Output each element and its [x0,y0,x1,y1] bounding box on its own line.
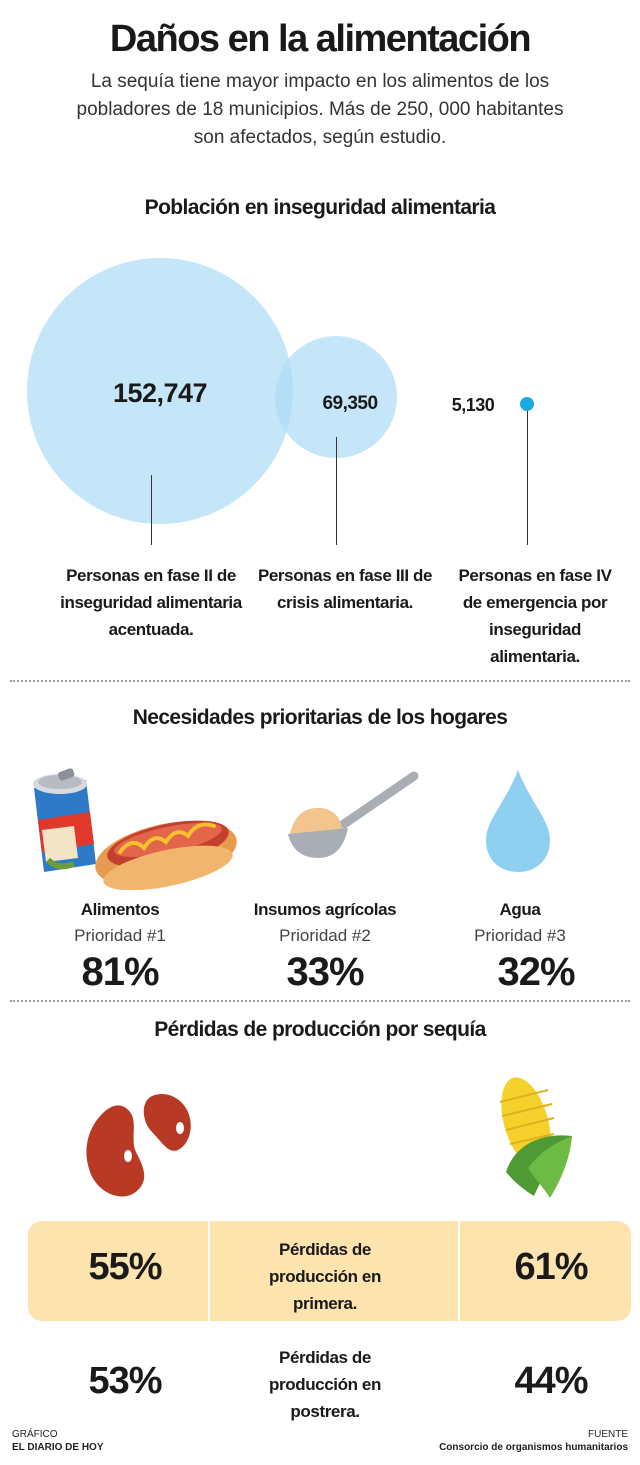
phase-2-value: 152,747 [112,378,208,408]
phase-2-leader-line [151,475,152,545]
page-title: Daños en la alimentación [109,18,532,60]
scoop-icon [288,771,419,858]
section-divider [10,1000,630,1002]
phase-3-label: Personas en fase III de crisis alimentar… [257,566,433,612]
phase-4-dot [520,397,534,411]
population-section-title: Población en inseguridad alimentaria [144,196,496,219]
soda-and-hotdog-icon [33,768,237,890]
water-drop-icon [486,770,550,872]
corn-icon [499,1077,572,1198]
primera-corn-percent: 61% [514,1246,588,1288]
credit-name: EL DIARIO DE HOY [12,1442,104,1453]
phase-2-label: Personas en fase II de inseguridad alime… [60,566,242,639]
need-name-food: Alimentos [80,900,160,919]
need-name-agricultural-inputs: Insumos agrícolas [253,900,397,919]
primera-beans-percent: 55% [88,1246,162,1288]
source-caption: FUENTE [588,1429,628,1440]
postrera-label: Pérdidas de producción en postrera. [269,1348,381,1421]
phase-4-label: Personas en fase IV de emergencia por in… [458,566,612,666]
need-name-water: Agua [499,900,541,919]
need-percent-water: 32% [497,950,575,994]
band-separator [208,1221,210,1321]
need-priority-water: Prioridad #3 [474,926,566,945]
credit-caption: GRÁFICO [12,1429,58,1440]
need-percent-agricultural-inputs: 33% [286,950,364,994]
need-priority-agricultural-inputs: Prioridad #2 [279,926,371,945]
primera-highlight-band [28,1221,631,1321]
need-percent-food: 81% [81,950,159,994]
page-subtitle: La sequía tiene mayor impacto en los ali… [76,71,564,148]
postrera-corn-percent: 44% [514,1360,588,1402]
phase-4-leader-line [527,411,528,545]
need-priority-food: Prioridad #1 [74,926,166,945]
primera-label: Pérdidas de producción en primera. [269,1240,381,1313]
phase-2-circle [27,258,293,524]
needs-section-title: Necesidades prioritarias de los hogares [132,706,508,729]
source-name: Consorcio de organismos humanitarios [439,1442,628,1453]
losses-section-title: Pérdidas de producción por sequía [154,1018,486,1041]
phase-3-leader-line [336,437,337,545]
phase-4-value: 5,130 [451,395,495,415]
band-separator [458,1221,460,1321]
beans-icon [86,1093,191,1197]
phase-3-value: 69,350 [322,393,378,414]
section-divider [10,680,630,682]
postrera-beans-percent: 53% [88,1360,162,1402]
